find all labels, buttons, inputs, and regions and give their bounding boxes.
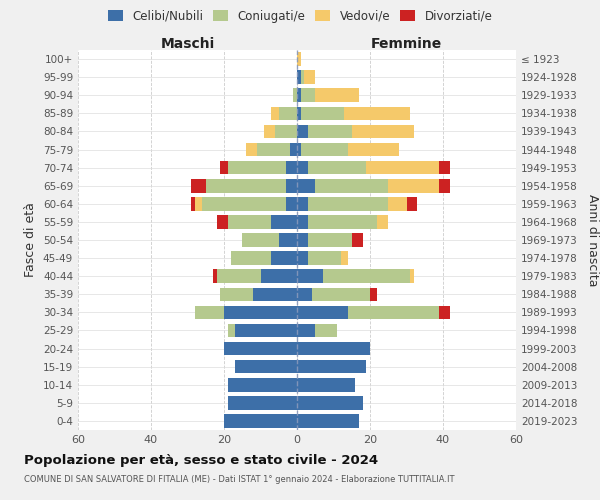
Bar [308, 215, 377, 228]
Bar [352, 233, 362, 247]
Bar [341, 252, 348, 265]
Bar [377, 215, 388, 228]
Bar [290, 142, 297, 156]
Bar [260, 270, 297, 283]
Y-axis label: Fasce di età: Fasce di età [25, 202, 37, 278]
Bar [344, 106, 410, 120]
Bar [235, 360, 297, 374]
Bar [217, 270, 260, 283]
Bar [311, 288, 370, 301]
Y-axis label: Anni di nascita: Anni di nascita [586, 194, 599, 286]
Bar [195, 306, 224, 319]
Bar [297, 360, 367, 374]
Bar [220, 288, 253, 301]
Bar [213, 270, 217, 283]
Bar [297, 88, 301, 102]
Bar [407, 197, 418, 210]
Bar [191, 197, 195, 210]
Bar [301, 88, 315, 102]
Text: Maschi: Maschi [160, 37, 215, 51]
Bar [388, 197, 407, 210]
Bar [297, 324, 315, 338]
Bar [253, 288, 297, 301]
Bar [308, 124, 352, 138]
Bar [227, 378, 297, 392]
Bar [297, 52, 301, 66]
Bar [227, 396, 297, 409]
Bar [301, 106, 344, 120]
Bar [264, 124, 275, 138]
Bar [227, 324, 235, 338]
Bar [297, 124, 308, 138]
Bar [286, 161, 297, 174]
Bar [323, 270, 410, 283]
Bar [279, 233, 297, 247]
Bar [257, 142, 290, 156]
Bar [220, 161, 227, 174]
Bar [297, 161, 308, 174]
Bar [286, 179, 297, 192]
Bar [315, 179, 388, 192]
Bar [227, 215, 271, 228]
Bar [224, 306, 297, 319]
Bar [235, 324, 297, 338]
Bar [439, 306, 450, 319]
Bar [308, 161, 367, 174]
Text: Popolazione per età, sesso e stato civile - 2024: Popolazione per età, sesso e stato civil… [24, 454, 378, 467]
Bar [224, 342, 297, 355]
Bar [271, 106, 279, 120]
Bar [202, 197, 286, 210]
Bar [308, 252, 341, 265]
Bar [293, 88, 297, 102]
Bar [308, 233, 352, 247]
Bar [370, 288, 377, 301]
Text: Femmine: Femmine [371, 37, 442, 51]
Bar [297, 396, 362, 409]
Bar [439, 179, 450, 192]
Bar [301, 70, 304, 84]
Bar [388, 179, 439, 192]
Bar [279, 106, 297, 120]
Bar [297, 179, 315, 192]
Bar [297, 342, 370, 355]
Bar [352, 124, 414, 138]
Bar [297, 233, 308, 247]
Bar [232, 252, 271, 265]
Bar [297, 215, 308, 228]
Bar [297, 378, 355, 392]
Bar [224, 414, 297, 428]
Bar [439, 161, 450, 174]
Bar [297, 252, 308, 265]
Bar [297, 270, 323, 283]
Bar [304, 70, 315, 84]
Bar [297, 288, 311, 301]
Bar [315, 324, 337, 338]
Bar [286, 197, 297, 210]
Bar [271, 252, 297, 265]
Bar [275, 124, 297, 138]
Bar [348, 142, 399, 156]
Bar [315, 88, 359, 102]
Bar [297, 306, 348, 319]
Bar [271, 215, 297, 228]
Bar [410, 270, 414, 283]
Bar [227, 161, 286, 174]
Text: COMUNE DI SAN SALVATORE DI FITALIA (ME) - Dati ISTAT 1° gennaio 2024 - Elaborazi: COMUNE DI SAN SALVATORE DI FITALIA (ME) … [24, 475, 455, 484]
Bar [297, 197, 308, 210]
Bar [297, 414, 359, 428]
Bar [297, 106, 301, 120]
Bar [308, 197, 388, 210]
Bar [206, 179, 286, 192]
Bar [191, 179, 206, 192]
Bar [217, 215, 227, 228]
Bar [297, 142, 301, 156]
Bar [297, 70, 301, 84]
Bar [301, 142, 348, 156]
Legend: Celibi/Nubili, Coniugati/e, Vedovi/e, Divorziati/e: Celibi/Nubili, Coniugati/e, Vedovi/e, Di… [103, 5, 497, 28]
Bar [195, 197, 202, 210]
Bar [246, 142, 257, 156]
Bar [367, 161, 439, 174]
Bar [348, 306, 439, 319]
Bar [242, 233, 279, 247]
